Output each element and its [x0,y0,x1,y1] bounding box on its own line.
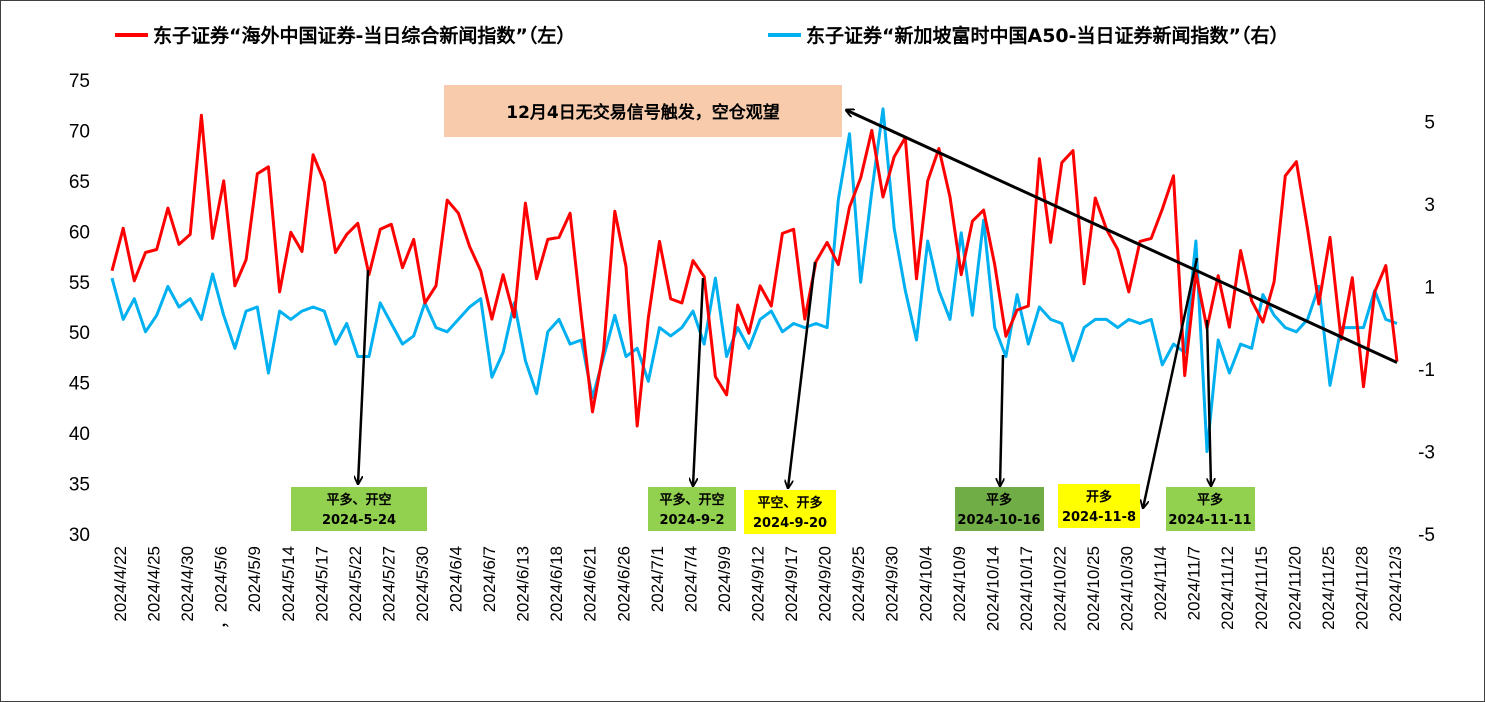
x-tick-label: 2024/10/17 [1017,546,1036,631]
x-tick-label: 2024/6/4 [447,546,466,612]
signal-box-2024-11-11: 平多 2024-11-11 [1166,487,1255,531]
x-tick-label: 2024/4/25 [145,546,164,622]
y-left-tick-label: 75 [69,71,90,92]
x-tick-label: 2024/5/30 [413,546,432,622]
x-tick-label: 2024/11/28 [1352,546,1371,630]
x-tick-label: 2024/11/15 [1252,546,1271,630]
svg-text:2024-10-16: 2024-10-16 [957,513,1040,528]
series-layer [110,107,1399,453]
svg-text:2024-5-24: 2024-5-24 [322,513,396,528]
arrow-2024-10-16 [1000,354,1003,486]
arrow-2024-11-8 [1143,257,1199,508]
signal-box-2024-9-20: 平空、开多 2024-9-20 [744,490,836,534]
x-tick-label: ，2024/5/6 [212,546,231,629]
svg-text:平空、开多: 平空、开多 [757,495,822,511]
x-tick-label: 2024/9/17 [782,546,801,622]
y-axis-right: -5 -3 -1 1 3 5 [1418,112,1435,546]
svg-text:平多、开空: 平多、开空 [326,492,391,508]
svg-text:2024-9-20: 2024-9-20 [753,516,827,531]
legend: 东子证券“海外中国证券-当日综合新闻指数”（左） 东子证券“新加坡富时中国A50… [115,24,1289,47]
x-tick-label: 2024/6/13 [514,546,533,622]
x-tick-label: 2024/10/30 [1118,546,1137,631]
x-tick-label: 2024/6/18 [547,546,566,622]
y-right-tick-label: -1 [1418,360,1435,381]
legend-label-left: 东子证券“海外中国证券-当日综合新闻指数”（左） [153,24,575,47]
signal-box-2024-9-2: 平多、开空 2024-9-2 [648,487,736,531]
y-left-tick-label: 70 [69,121,90,142]
no-signal-annotation: 12月4日无交易信号触发，空仓观望 [444,85,842,137]
x-tick-label: 2024/11/4 [1151,546,1170,620]
x-tick-label: 2024/6/21 [581,546,600,622]
x-tick-label: 2024/11/12 [1218,546,1237,630]
x-tick-label: 2024/11/7 [1185,546,1204,620]
x-tick-label: 2024/10/14 [983,546,1002,631]
svg-text:2024-11-8: 2024-11-8 [1062,510,1136,525]
x-axis: 2024/4/22 2024/4/25 2024/4/30 ，2024/5/6 2024… [111,546,1405,631]
x-tick-label: 2024/11/25 [1319,546,1338,630]
signal-box-2024-5-24: 平多、开空 2024-5-24 [291,487,427,531]
x-tick-label: 2024/9/20 [816,546,835,622]
x-tick-label: 2024/5/9 [245,546,264,612]
x-tick-label: 2024/7/4 [681,546,700,612]
y-axis-left: 30 35 40 45 50 55 60 65 70 75 [69,71,90,546]
svg-text:平多: 平多 [986,492,1012,508]
svg-text:开多: 开多 [1086,489,1112,505]
x-tick-label: 2024/10/4 [916,546,935,622]
x-tick-label: 2024/9/30 [883,546,902,622]
y-left-tick-label: 50 [69,323,90,344]
x-tick-label: 2024/7/1 [648,546,667,612]
no-signal-box [444,85,842,137]
arrow-2024-9-20 [788,261,817,488]
arrow-2024-11-11 [1205,319,1211,486]
y-right-tick-label: 5 [1424,112,1435,133]
no-signal-text: 12月4日无交易信号触发，空仓观望 [506,102,780,123]
y-left-tick-label: 40 [69,424,90,445]
x-tick-label: 2024/9/25 [849,546,868,622]
svg-text:2024-11-11: 2024-11-11 [1168,513,1251,528]
series-line-left [110,113,1399,428]
y-right-tick-label: -5 [1418,525,1435,546]
svg-text:平多、开空: 平多、开空 [659,492,724,508]
x-tick-label: 2024/9/12 [749,546,768,622]
legend-label-right: 东子证券“新加坡富时中国A50-当日证券新闻指数”（右） [806,24,1289,47]
series-line-right [110,107,1398,453]
x-tick-label: 2024/11/20 [1285,546,1304,630]
arrow-2024-9-2 [693,277,705,486]
y-left-tick-label: 45 [69,374,90,395]
y-right-tick-label: 1 [1424,277,1435,298]
y-left-tick-label: 60 [69,222,90,243]
y-left-tick-label: 55 [69,273,90,294]
x-tick-label: 2024/5/22 [346,546,365,622]
svg-text:平多: 平多 [1197,492,1223,508]
x-tick-label: 2024/5/14 [279,546,298,622]
y-right-tick-label: 3 [1424,195,1435,216]
signal-box-2024-10-16: 平多 2024-10-16 [955,487,1044,531]
x-tick-label: 2024/10/25 [1084,546,1103,631]
x-tick-label: 2024/5/17 [312,546,331,622]
signal-arrows [358,257,1211,508]
x-tick-label: 2024/9/9 [715,546,734,612]
y-right-tick-label: -3 [1418,442,1435,463]
signal-box-2024-11-8: 开多 2024-11-8 [1058,484,1140,528]
x-tick-label: 2024/4/22 [111,546,130,622]
svg-text:2024-9-2: 2024-9-2 [659,513,724,528]
arrow-2024-5-24 [358,269,370,484]
x-tick-label: 2024/4/30 [178,546,197,622]
x-tick-label: 2024/5/27 [379,546,398,622]
trendline-arrow [846,110,1398,364]
x-tick-label: 2024/12/3 [1386,546,1405,622]
y-left-tick-label: 30 [69,525,90,546]
x-tick-label: 2024/10/22 [1050,546,1069,631]
y-left-tick-label: 35 [69,475,90,496]
y-left-tick-label: 65 [69,172,90,193]
x-tick-label: 2024/6/26 [614,546,633,622]
x-tick-label: 2024/10/9 [950,546,969,622]
x-tick-label: 2024/6/7 [480,546,499,612]
